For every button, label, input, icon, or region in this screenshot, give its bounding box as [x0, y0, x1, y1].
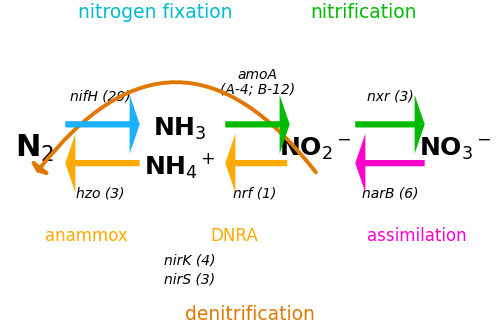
- Text: N$_2$: N$_2$: [16, 133, 54, 164]
- FancyArrowPatch shape: [34, 82, 316, 173]
- FancyArrowPatch shape: [356, 114, 422, 135]
- Text: nitrification: nitrification: [310, 4, 416, 22]
- Text: hzo (3): hzo (3): [76, 187, 124, 201]
- FancyArrowPatch shape: [228, 152, 287, 174]
- Text: NH$_3$: NH$_3$: [154, 116, 206, 142]
- Text: nxr (3): nxr (3): [366, 90, 414, 104]
- Text: amoA
(A-4; B-12): amoA (A-4; B-12): [220, 68, 295, 97]
- Text: nitrogen fixation: nitrogen fixation: [78, 4, 232, 22]
- FancyArrowPatch shape: [358, 152, 424, 174]
- Text: NO$_3$$^-$: NO$_3$$^-$: [418, 135, 492, 162]
- Text: nirS (3): nirS (3): [164, 272, 216, 287]
- Text: NH$_4$$^+$: NH$_4$$^+$: [144, 152, 216, 181]
- Text: DNRA: DNRA: [210, 227, 258, 245]
- Text: nirK (4): nirK (4): [164, 253, 216, 267]
- Text: anammox: anammox: [45, 227, 128, 245]
- Text: nrf (1): nrf (1): [234, 187, 276, 201]
- Text: NO$_2$$^-$: NO$_2$$^-$: [278, 135, 351, 162]
- Text: nifH (29): nifH (29): [70, 90, 130, 104]
- FancyArrowPatch shape: [226, 114, 286, 135]
- Text: denitrification: denitrification: [185, 306, 315, 323]
- FancyArrowPatch shape: [68, 152, 140, 174]
- Text: narB (6): narB (6): [362, 187, 418, 201]
- FancyArrowPatch shape: [66, 114, 136, 135]
- Text: assimilation: assimilation: [368, 227, 467, 245]
